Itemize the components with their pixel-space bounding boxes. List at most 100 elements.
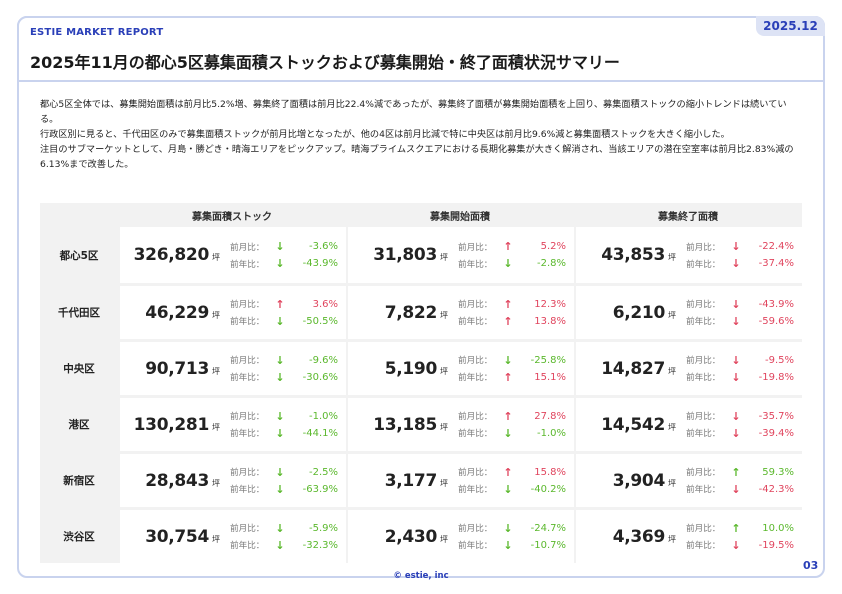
yoy-change: 前年比： ↓ -43.9% bbox=[230, 257, 338, 271]
unit-label: 坪 bbox=[212, 422, 220, 432]
mom-percent: 5.2% bbox=[540, 241, 566, 252]
metric-number: 5,190 bbox=[384, 358, 438, 379]
unit-label: 坪 bbox=[440, 422, 448, 432]
mom-change: 前月比： ↑ 27.8% bbox=[458, 409, 566, 423]
mom-label: 前月比： bbox=[686, 468, 721, 478]
metric-value: 326,820 坪 bbox=[130, 245, 220, 265]
yoy-percent: 15.1% bbox=[534, 371, 566, 383]
arrow-down-icon: ↓ bbox=[731, 426, 741, 440]
table-row: 千代田区 46,229 坪 前月比： ↑ 3.6% 前年比： ↓ -50.5% bbox=[40, 283, 802, 339]
metric-number: 43,853 bbox=[601, 245, 665, 265]
yoy-change: 前年比： ↓ -39.4% bbox=[686, 426, 794, 440]
mom-change: 前月比： ↑ 10.0% bbox=[686, 521, 794, 535]
metric-cell: 28,843 坪 前月比： ↓ -2.5% 前年比： ↓ -63.9% bbox=[118, 451, 346, 507]
yoy-change: 前年比： ↑ 13.8% bbox=[458, 314, 566, 328]
metric-value: 4,369 坪 bbox=[586, 527, 676, 547]
unit-label: 坪 bbox=[668, 310, 676, 320]
metric-cell: 130,281 坪 前月比： ↓ -1.0% 前年比： ↓ -44.1% bbox=[118, 395, 346, 451]
metric-cell: 46,229 坪 前月比： ↑ 3.6% 前年比： ↓ -50.5% bbox=[118, 283, 346, 339]
yoy-label: 前年比： bbox=[230, 541, 265, 551]
unit-label: 坪 bbox=[440, 310, 448, 320]
yoy-label: 前年比： bbox=[686, 373, 721, 383]
unit-label: 坪 bbox=[668, 366, 676, 376]
mom-percent: 59.3% bbox=[762, 466, 794, 478]
change-block: 前月比： ↓ -2.5% 前年比： ↓ -63.9% bbox=[230, 465, 338, 496]
metric-value: 7,822 坪 bbox=[358, 303, 448, 323]
mom-percent: 10.0% bbox=[762, 522, 794, 534]
mom-change: 前月比： ↓ -9.5% bbox=[686, 353, 794, 367]
yoy-percent: -39.4% bbox=[758, 427, 794, 439]
metric-number: 30,754 bbox=[145, 526, 209, 547]
change-block: 前月比： ↑ 12.3% 前年比： ↑ 13.8% bbox=[458, 297, 566, 328]
yoy-change: 前年比： ↓ -37.4% bbox=[686, 257, 794, 271]
metric-value: 2,430 坪 bbox=[358, 527, 448, 547]
yoy-label: 前年比： bbox=[230, 259, 265, 270]
yoy-percent: -44.1% bbox=[302, 427, 338, 439]
metric-value: 14,542 坪 bbox=[586, 415, 676, 435]
metric-value: 5,190 坪 bbox=[358, 359, 448, 379]
metric-number: 4,369 bbox=[612, 526, 666, 547]
metric-number: 46,229 bbox=[145, 302, 209, 323]
page-title: 2025年11月の都心5区募集面積ストックおよび募集開始・終了面積状況サマリー bbox=[30, 53, 620, 72]
mom-label: 前月比： bbox=[458, 242, 493, 253]
arrow-down-icon: ↓ bbox=[503, 521, 513, 535]
unit-label: 坪 bbox=[668, 534, 676, 544]
yoy-change: 前年比： ↓ -44.1% bbox=[230, 426, 338, 440]
yoy-change: 前年比： ↓ -2.8% bbox=[458, 257, 566, 271]
arrow-down-icon: ↓ bbox=[503, 482, 513, 496]
arrow-up-icon: ↑ bbox=[503, 465, 513, 479]
change-block: 前月比： ↑ 3.6% 前年比： ↓ -50.5% bbox=[230, 297, 338, 328]
arrow-down-icon: ↓ bbox=[731, 257, 741, 270]
mom-label: 前月比： bbox=[686, 242, 721, 253]
mom-percent: -2.5% bbox=[308, 466, 338, 478]
metric-value: 3,904 坪 bbox=[586, 471, 676, 491]
arrow-up-icon: ↑ bbox=[503, 370, 513, 384]
yoy-label: 前年比： bbox=[686, 259, 721, 270]
summary-paragraph: 注目のサブマーケットとして、月島・勝どき・晴海エリアをピックアップ。晴海プライム… bbox=[40, 144, 794, 170]
metric-cell: 90,713 坪 前月比： ↓ -9.6% 前年比： ↓ -30.6% bbox=[118, 339, 346, 395]
arrow-down-icon: ↓ bbox=[275, 538, 285, 552]
table-row: 港区 130,281 坪 前月比： ↓ -1.0% 前年比： ↓ -44.1% bbox=[40, 395, 802, 451]
metric-value: 130,281 坪 bbox=[130, 415, 220, 435]
arrow-down-icon: ↓ bbox=[275, 257, 285, 270]
yoy-label: 前年比： bbox=[686, 541, 721, 551]
metric-cell: 13,185 坪 前月比： ↑ 27.8% 前年比： ↓ -1.0% bbox=[346, 395, 574, 451]
column-header-end: 募集終了面積 bbox=[574, 203, 802, 227]
metric-number: 3,177 bbox=[384, 470, 438, 491]
unit-label: 坪 bbox=[440, 534, 448, 544]
yoy-label: 前年比： bbox=[458, 373, 493, 383]
arrow-down-icon: ↓ bbox=[731, 240, 741, 253]
mom-label: 前月比： bbox=[686, 300, 721, 310]
mom-percent: 12.3% bbox=[534, 298, 566, 310]
mom-percent: -5.9% bbox=[308, 522, 338, 534]
yoy-percent: -43.9% bbox=[302, 258, 338, 269]
metric-cell: 14,827 坪 前月比： ↓ -9.5% 前年比： ↓ -19.8% bbox=[574, 339, 802, 395]
unit-label: 坪 bbox=[212, 534, 220, 544]
metric-number: 31,803 bbox=[373, 245, 437, 265]
mom-change: 前月比： ↑ 3.6% bbox=[230, 297, 338, 311]
mom-change: 前月比： ↓ -3.6% bbox=[230, 240, 338, 254]
arrow-down-icon: ↓ bbox=[275, 426, 285, 440]
metric-cell: 43,853 坪 前月比： ↓ -22.4% 前年比： ↓ -37.4% bbox=[574, 227, 802, 283]
mom-label: 前月比： bbox=[686, 524, 721, 534]
metric-number: 14,542 bbox=[601, 414, 665, 435]
mom-change: 前月比： ↑ 15.8% bbox=[458, 465, 566, 479]
region-label: 中央区 bbox=[40, 339, 118, 395]
arrow-down-icon: ↓ bbox=[275, 482, 285, 496]
mom-label: 前月比： bbox=[230, 468, 265, 478]
mom-change: 前月比： ↓ -2.5% bbox=[230, 465, 338, 479]
arrow-down-icon: ↓ bbox=[731, 297, 741, 311]
mom-label: 前月比： bbox=[458, 300, 493, 310]
metric-cell: 3,177 坪 前月比： ↑ 15.8% 前年比： ↓ -40.2% bbox=[346, 451, 574, 507]
yoy-percent: -50.5% bbox=[302, 315, 338, 327]
yoy-label: 前年比： bbox=[458, 429, 493, 439]
mom-change: 前月比： ↓ -1.0% bbox=[230, 409, 338, 423]
unit-label: 坪 bbox=[440, 478, 448, 488]
yoy-percent: -19.5% bbox=[758, 539, 794, 551]
mom-label: 前月比： bbox=[458, 356, 493, 366]
mom-label: 前月比： bbox=[230, 524, 265, 534]
metric-value: 46,229 坪 bbox=[130, 303, 220, 323]
arrow-down-icon: ↓ bbox=[275, 314, 285, 328]
unit-label: 坪 bbox=[212, 366, 220, 376]
arrow-down-icon: ↓ bbox=[275, 370, 285, 384]
